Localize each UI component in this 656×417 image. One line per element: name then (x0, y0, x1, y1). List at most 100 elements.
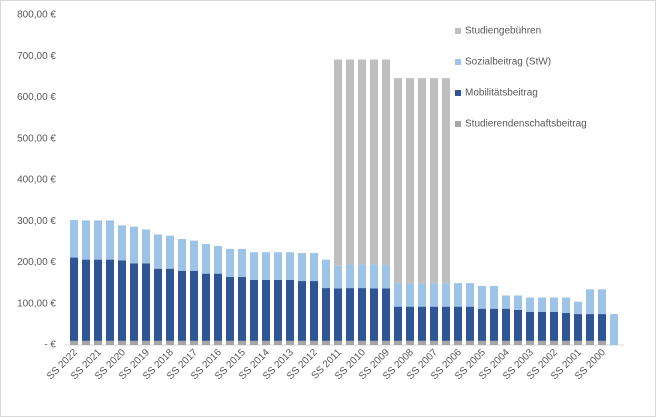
bar-segment (346, 264, 354, 289)
bar-segment (526, 340, 534, 345)
legend-label: Studierendenschaftsbeitrag (465, 119, 587, 130)
bar-segment (106, 340, 114, 345)
bar-segment (190, 240, 198, 271)
bar-segment (82, 340, 90, 345)
bar-segment (322, 259, 330, 289)
bar-segment (238, 340, 246, 345)
bar-segment (562, 297, 570, 313)
bar-segment (394, 306, 402, 341)
y-tick-label: 300,00 € (17, 216, 56, 227)
bar-segment (346, 59, 354, 265)
legend-swatch (455, 121, 461, 127)
bar-segment (418, 340, 426, 345)
bar-segment (586, 314, 594, 341)
y-tick-label: 700,00 € (17, 51, 56, 62)
bar-segment (574, 314, 582, 341)
bar-segment (442, 78, 450, 284)
bar-segment (178, 238, 186, 271)
bar-segment (70, 257, 78, 341)
bar-segment (94, 220, 102, 260)
bar-segment (394, 78, 402, 284)
bar-segment (430, 78, 438, 284)
bar-segment (502, 295, 510, 309)
bar-segment (94, 259, 102, 341)
bar-segment (250, 340, 258, 345)
bar-segment (382, 59, 390, 265)
y-tick-label: 100,00 € (17, 298, 56, 309)
bar-segment (214, 273, 222, 341)
bar-segment (178, 340, 186, 345)
bar-segment (430, 340, 438, 345)
bar-segment (130, 340, 138, 345)
bar-segment (202, 340, 210, 345)
bar-segment (538, 297, 546, 312)
y-tick-label: - € (44, 340, 56, 351)
bar-segment (286, 279, 294, 341)
bar-segment (478, 340, 486, 345)
bar-segment (358, 288, 366, 341)
bar-segment (190, 270, 198, 341)
bar-segment (550, 312, 558, 341)
bar-segment (394, 283, 402, 307)
bar-segment (562, 312, 570, 341)
bar-segment (382, 264, 390, 289)
legend-label: Sozialbeitrag (StW) (465, 57, 551, 68)
bar-segment (274, 340, 282, 345)
bar-segment (250, 252, 258, 280)
bar-segment (70, 220, 78, 258)
bar-segment (214, 246, 222, 274)
bar-segment (610, 314, 618, 345)
bar-segment (322, 340, 330, 345)
bar-segment (130, 226, 138, 264)
bar-segment (334, 265, 342, 289)
bar-segment (514, 340, 522, 345)
bar-segment (418, 283, 426, 307)
bar-segment (358, 59, 366, 265)
legend-label: Mobilitätsbeitrag (465, 88, 538, 99)
bar-segment (202, 243, 210, 274)
bar-segment (262, 340, 270, 345)
bar-segment (490, 286, 498, 309)
bar-segment (166, 340, 174, 345)
bar-segment (526, 297, 534, 312)
bar-segment (238, 276, 246, 341)
legend-swatch (455, 90, 461, 96)
bar-segment (598, 314, 606, 341)
bar-segment (166, 268, 174, 341)
bar-segment (490, 308, 498, 341)
y-tick-label: 600,00 € (17, 92, 56, 103)
bar-segment (262, 279, 270, 341)
bar-segment (370, 264, 378, 289)
bar-segment (274, 279, 282, 341)
bar-segment (526, 312, 534, 341)
bar-segment (478, 286, 486, 309)
bar-segment (82, 259, 90, 341)
bar-segment (550, 297, 558, 312)
bar-segment (538, 312, 546, 341)
bar-segment (586, 340, 594, 345)
bar-segment (466, 340, 474, 345)
bar-segment (598, 289, 606, 315)
bar-segment (70, 340, 78, 345)
legend-swatch (455, 59, 461, 65)
bar-segment (430, 306, 438, 341)
bar-segment (154, 340, 162, 345)
bar-segment (310, 340, 318, 345)
bar-segment (358, 264, 366, 289)
bar-segment (250, 279, 258, 341)
bar-segment (214, 340, 222, 345)
bar-segment (238, 248, 246, 277)
bar-segment (226, 248, 234, 277)
legend-label: Studiengebühren (465, 26, 541, 37)
bar-segment (166, 235, 174, 269)
bar-segment (370, 288, 378, 341)
bar-segment (286, 252, 294, 280)
bar-segment (490, 340, 498, 345)
bar-segment (418, 78, 426, 284)
bar-segment (286, 340, 294, 345)
bar-segment (586, 289, 594, 315)
bar-segment (454, 340, 462, 345)
bar-segment (142, 263, 150, 341)
